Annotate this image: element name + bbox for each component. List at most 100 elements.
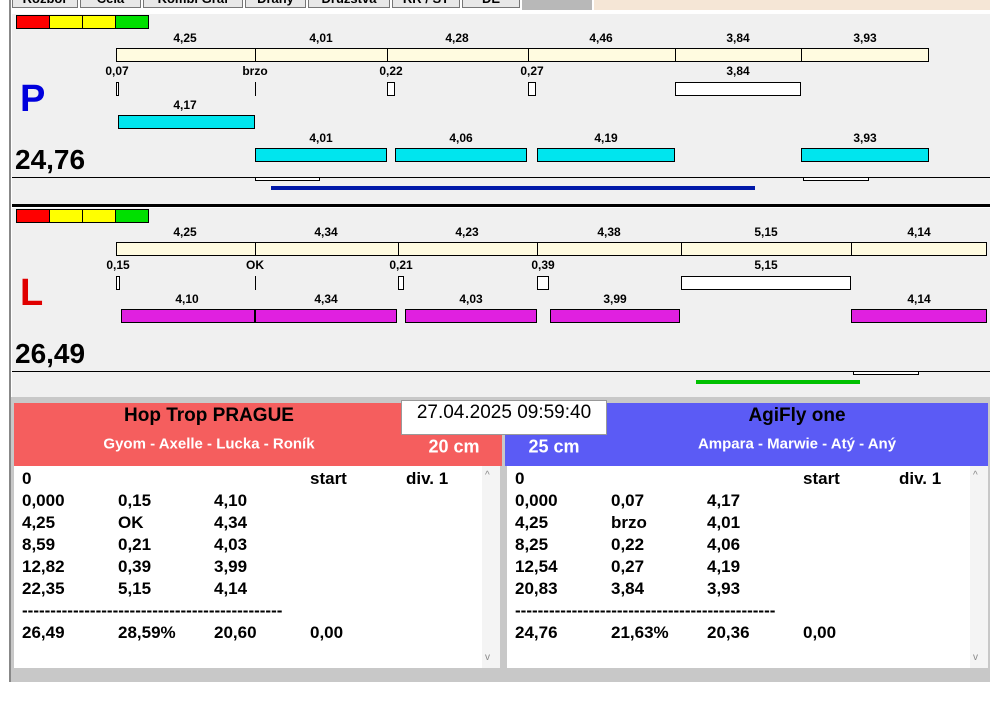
summary-cell: 0,00 <box>310 623 343 643</box>
table-cell: 4,10 <box>214 491 247 511</box>
reaction-label: 5,15 <box>754 258 777 272</box>
reaction-box <box>537 276 549 290</box>
table-cell: 4,14 <box>214 579 247 599</box>
lane-baseline <box>12 371 990 372</box>
segment-time: 4,23 <box>455 225 478 239</box>
table-cell: 3,84 <box>611 579 644 599</box>
summary-cell: 24,76 <box>515 623 558 643</box>
segment-time: 4,14 <box>907 225 930 239</box>
segment-time: 4,34 <box>314 225 337 239</box>
status-block <box>16 209 50 223</box>
status-block <box>49 209 83 223</box>
tab[interactable]: Celá <box>80 0 141 8</box>
table-cell: 4,19 <box>707 557 740 577</box>
reaction-label: 0,15 <box>106 258 129 272</box>
segment-time: 4,25 <box>173 31 196 45</box>
scroll-up: ^ <box>485 470 490 481</box>
segment-time: 3,84 <box>726 31 749 45</box>
tab[interactable]: Rozbor <box>12 0 78 8</box>
table-header: 0 <box>22 469 31 489</box>
table-cell: OK <box>118 513 144 533</box>
dog-time: 3,93 <box>853 131 876 145</box>
small-box <box>803 177 869 181</box>
table-cell: 3,93 <box>707 579 740 599</box>
table-cell: 0,000 <box>22 491 65 511</box>
dog-time: 4,01 <box>309 131 332 145</box>
segment-time: 4,28 <box>445 31 468 45</box>
status-block <box>49 15 83 29</box>
summary-cell: 26,49 <box>22 623 65 643</box>
summary-cell: 28,59% <box>118 623 176 643</box>
reaction-label: 0,27 <box>520 64 543 78</box>
team-height: 20 cm <box>428 437 479 458</box>
table-cell: brzo <box>611 513 647 533</box>
team-table <box>14 466 500 668</box>
table-cell: 4,34 <box>214 513 247 533</box>
segment-divider <box>255 242 256 256</box>
reaction-tick <box>255 276 256 290</box>
dog-bar <box>255 148 387 162</box>
table-cell: 12,54 <box>515 557 558 577</box>
lane-letter: P <box>20 78 45 121</box>
tab[interactable]: RR / ST <box>392 0 460 8</box>
datetime: 27.04.2025 09:59:40 <box>417 402 591 424</box>
summary-cell: 20,36 <box>707 623 750 643</box>
reaction-label: 0,07 <box>105 64 128 78</box>
segment-time: 4,25 <box>173 225 196 239</box>
dog-bar <box>121 309 255 323</box>
dog-bar <box>255 309 397 323</box>
scroll-down: v <box>485 652 490 663</box>
reaction-box <box>675 82 801 96</box>
segment-time: 4,38 <box>597 225 620 239</box>
table-separator: ----------------------------------------… <box>515 601 775 621</box>
lane-total: 26,49 <box>15 338 85 370</box>
segment-divider <box>528 48 529 62</box>
table-cell: 0,07 <box>611 491 644 511</box>
reaction-label: 0,21 <box>389 258 412 272</box>
progress-line <box>696 380 860 384</box>
segment-divider <box>387 48 388 62</box>
table-cell: 5,15 <box>118 579 151 599</box>
segment-time: 5,15 <box>754 225 777 239</box>
table-cell: 0,21 <box>118 535 151 555</box>
team-members: Gyom - Axelle - Lucka - Roník <box>103 436 314 453</box>
table-cell: 4,25 <box>515 513 548 533</box>
dog-bar <box>395 148 527 162</box>
small-box <box>255 177 320 181</box>
table-cell: 0,39 <box>118 557 151 577</box>
table-header: start <box>803 469 840 489</box>
lane-total: 24,76 <box>15 144 85 176</box>
segment-divider <box>398 242 399 256</box>
reaction-tick <box>255 82 256 96</box>
tab[interactable]: Družstva <box>308 0 390 8</box>
segment-bar <box>116 48 929 62</box>
reaction-box <box>528 82 536 96</box>
table-cell: 4,17 <box>707 491 740 511</box>
tab[interactable]: Kombi Graf <box>143 0 243 8</box>
dog-time: 3,99 <box>603 292 626 306</box>
table-cell: 12,82 <box>22 557 65 577</box>
segment-divider <box>537 242 538 256</box>
segment-divider <box>255 48 256 62</box>
table-cell: 4,01 <box>707 513 740 533</box>
reaction-label: 0,22 <box>379 64 402 78</box>
status-block <box>82 209 116 223</box>
reaction-label: 3,84 <box>726 64 749 78</box>
dog-bar <box>537 148 675 162</box>
dog-bar <box>851 309 987 323</box>
scrollbar <box>970 466 988 668</box>
tab[interactable]: DE <box>462 0 520 8</box>
table-cell: 22,35 <box>22 579 65 599</box>
team-members: Ampara - Marwie - Atý - Aný <box>698 436 896 453</box>
reaction-box <box>116 82 119 96</box>
table-cell: 0,22 <box>611 535 644 555</box>
segment-divider <box>851 242 852 256</box>
dog-bar <box>550 309 680 323</box>
dog-time: 4,14 <box>907 292 930 306</box>
table-cell: 0,000 <box>515 491 558 511</box>
lane-panel <box>12 14 990 204</box>
tab-strip-rest <box>522 0 592 10</box>
scroll-up: ^ <box>973 470 978 481</box>
tab[interactable]: Dráhy <box>245 0 306 8</box>
reaction-box <box>681 276 851 290</box>
